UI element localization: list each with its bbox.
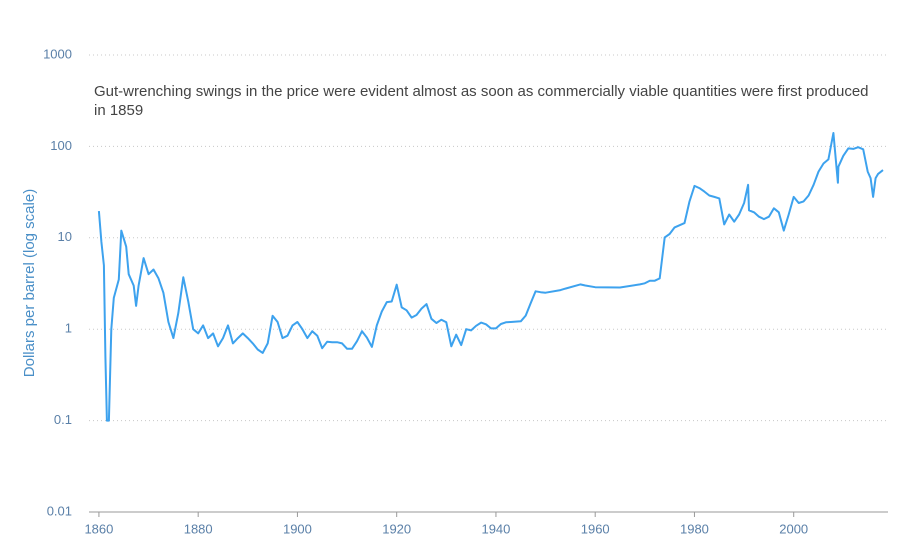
y-axis-label: Dollars per barrel (log scale) [21,189,38,377]
y-tick-label: 0.1 [54,412,72,427]
x-tick-label: 1940 [481,521,510,536]
price-line [97,132,884,422]
x-tick-label: 1920 [382,521,411,536]
y-tick-label: 100 [50,138,72,153]
annotation: Gut-wrenching swings in the price were e… [94,83,869,119]
y-tick-label: 10 [58,229,72,244]
x-tick-label: 1980 [680,521,709,536]
y-tick-label: 1000 [43,46,72,61]
x-tick-label: 1860 [84,521,113,536]
y-tick-label: 0.01 [47,503,72,518]
x-tick-label: 1900 [283,521,312,536]
y-tick-label: 1 [65,321,72,336]
x-tick-label: 2000 [779,521,808,536]
x-tick-label: 1880 [184,521,213,536]
x-tick-label: 1960 [581,521,610,536]
